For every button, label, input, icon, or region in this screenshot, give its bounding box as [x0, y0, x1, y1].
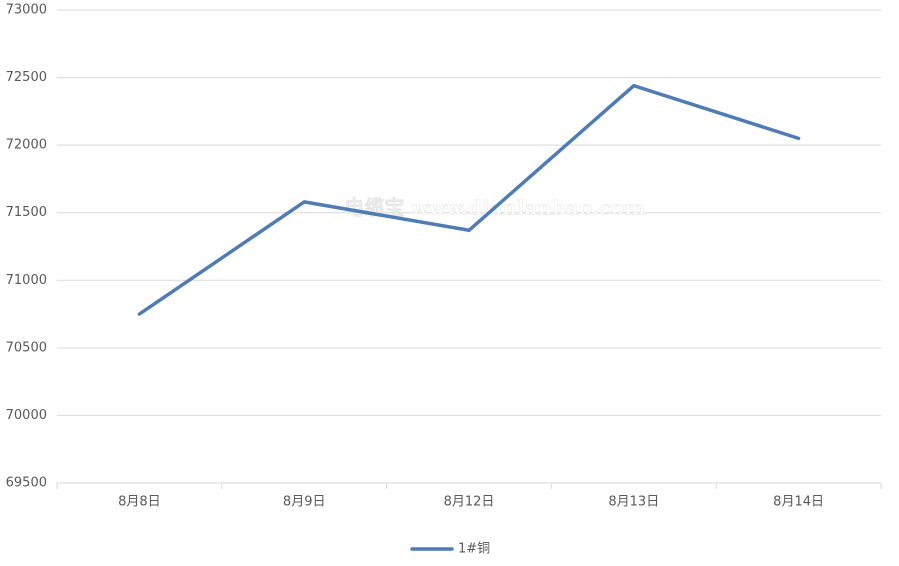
x-tick-label: 8月14日 — [773, 495, 824, 510]
y-tick-label: 70000 — [6, 408, 47, 423]
y-tick-label: 72500 — [6, 70, 47, 85]
x-tick-label: 8月8日 — [118, 495, 161, 510]
y-tick-label: 71000 — [6, 273, 47, 288]
data-line — [137, 83, 801, 316]
y-tick-label: 69500 — [6, 476, 47, 491]
x-tick-label: 8月9日 — [283, 495, 326, 510]
y-tick-label: 72000 — [6, 138, 47, 153]
y-tick-label: 70500 — [6, 340, 47, 355]
x-tick-label: 8月12日 — [444, 495, 495, 510]
legend-label: 1#铜 — [458, 542, 490, 557]
x-tick-label: 8月13日 — [608, 495, 659, 510]
y-tick-label: 73000 — [6, 3, 47, 18]
y-tick-label: 71500 — [6, 205, 47, 220]
